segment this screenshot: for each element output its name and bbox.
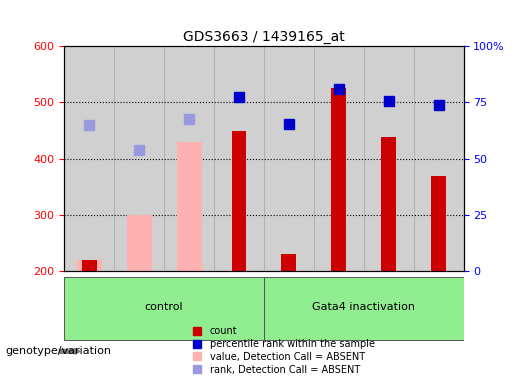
Bar bbox=[77, 260, 102, 271]
Bar bbox=[164, 46, 214, 271]
Bar bbox=[281, 255, 296, 271]
Bar bbox=[264, 46, 314, 271]
Bar bbox=[82, 260, 97, 271]
Text: control: control bbox=[145, 301, 183, 311]
Bar bbox=[314, 46, 364, 271]
Bar bbox=[414, 46, 464, 271]
Bar bbox=[214, 46, 264, 271]
Text: genotype/variation: genotype/variation bbox=[5, 346, 111, 356]
FancyBboxPatch shape bbox=[64, 276, 264, 340]
Bar bbox=[64, 46, 114, 271]
Bar bbox=[331, 88, 346, 271]
FancyBboxPatch shape bbox=[264, 276, 464, 340]
Bar bbox=[127, 215, 152, 271]
Legend: count, percentile rank within the sample, value, Detection Call = ABSENT, rank, : count, percentile rank within the sample… bbox=[188, 323, 379, 379]
Bar bbox=[177, 142, 201, 271]
Bar bbox=[114, 46, 164, 271]
Bar bbox=[431, 175, 446, 271]
Bar bbox=[381, 137, 396, 271]
Bar bbox=[364, 46, 414, 271]
Text: Gata4 inactivation: Gata4 inactivation bbox=[312, 301, 415, 311]
Bar bbox=[232, 131, 247, 271]
Title: GDS3663 / 1439165_at: GDS3663 / 1439165_at bbox=[183, 30, 345, 44]
